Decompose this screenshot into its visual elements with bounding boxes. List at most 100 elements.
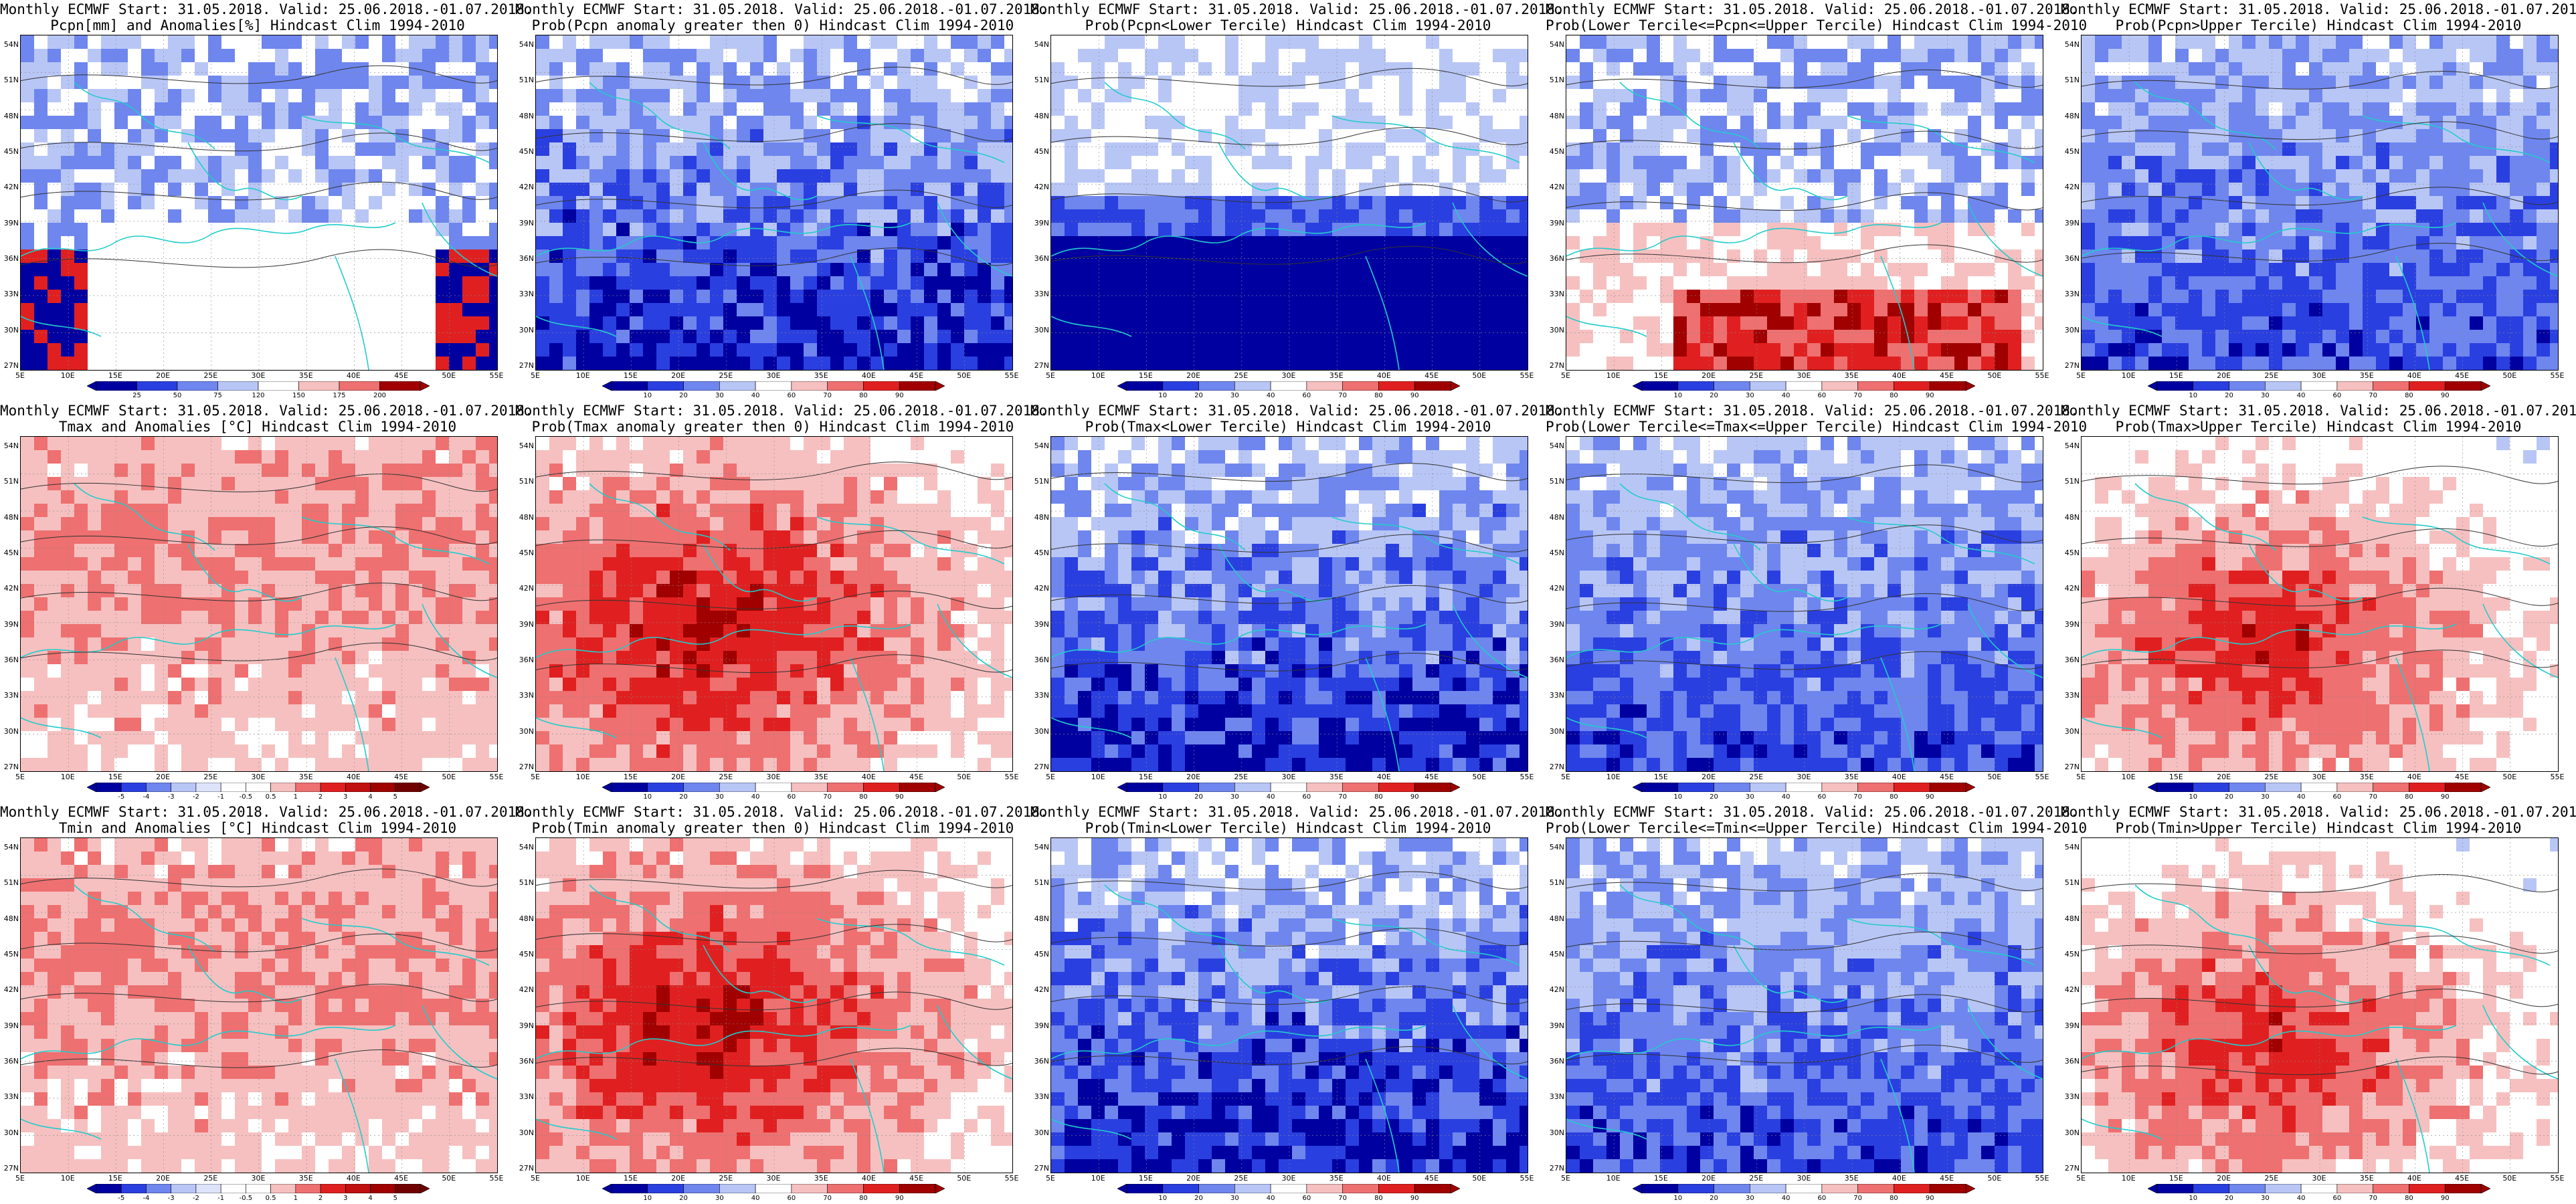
contour-line <box>536 924 1012 943</box>
longitude-label: 50E <box>1987 1174 2002 1183</box>
longitude-label: 50E <box>1472 773 1487 781</box>
coastline-path <box>1051 1118 1132 1140</box>
colorbar-tick-label: 60 <box>1302 793 1311 801</box>
colorbar-swatch <box>96 1184 122 1193</box>
map-panel-tmax-prob-pos: Monthly ECMWF Start: 31.05.2018. Valid: … <box>515 401 1048 803</box>
colorbar-swatch <box>1270 1184 1307 1193</box>
coastline-path <box>1566 222 1942 257</box>
forecast-map <box>1050 837 1528 1173</box>
panel-title-line2: Prob(Tmax anomaly greater then 0) Hindca… <box>531 419 1014 435</box>
longitude-label: 15E <box>1653 773 1668 781</box>
colorbar-tick-label: 10 <box>1673 793 1683 801</box>
longitude-label: 20E <box>2217 773 2231 781</box>
longitude-label: 55E <box>489 1174 504 1183</box>
colorbar-tick-label: 40 <box>2296 793 2306 801</box>
panel-title-line1: Monthly ECMWF Start: 31.05.2018. Valid: … <box>1546 1 2079 17</box>
map-panel-tmin-prob-mid: Monthly ECMWF Start: 31.05.2018. Valid: … <box>1546 803 2087 1204</box>
latitude-label: 36N <box>3 1057 19 1066</box>
panel-title-line1: Monthly ECMWF Start: 31.05.2018. Valid: … <box>1030 804 1564 820</box>
longitude-label: 55E <box>1520 1174 1534 1183</box>
longitude-label: 15E <box>2169 773 2183 781</box>
latitude-label: 36N <box>2064 656 2080 664</box>
coastline-path <box>536 222 911 257</box>
colorbar-tick-label: 70 <box>823 1195 832 1202</box>
colorbar-swatch <box>683 1184 720 1193</box>
latitude-label: 36N <box>1034 254 1049 263</box>
colorbar-swatch <box>96 783 122 792</box>
colorbar-swatch <box>1821 381 1858 391</box>
longitude-label: 45E <box>1940 371 1954 380</box>
latitude-label: 33N <box>519 290 534 299</box>
longitude-label: 25E <box>1749 773 1764 781</box>
longitude-label: 25E <box>1234 773 1249 781</box>
latitude-label: 27N <box>1549 361 1564 370</box>
coastline-path <box>2082 717 2163 738</box>
colorbar-tick-label: 40 <box>2296 392 2306 399</box>
colorbar-swatch <box>345 1184 371 1193</box>
colorbar-swatch <box>1270 783 1307 792</box>
latitude-label: 27N <box>1034 361 1049 370</box>
colorbar-arrow-right <box>1450 1184 1460 1193</box>
panel-title-line2: Prob(Tmin anomaly greater then 0) Hindca… <box>531 820 1014 836</box>
latitude-label: 42N <box>1034 183 1049 192</box>
longitude-label: 55E <box>2035 1174 2049 1183</box>
colorbar-tick-label: 70 <box>1338 392 1348 399</box>
contour-line <box>21 249 497 268</box>
colorbar-swatch <box>246 783 271 792</box>
map-panel-tmax-prob-lower: Monthly ECMWF Start: 31.05.2018. Valid: … <box>1030 401 1564 803</box>
colorbar-tick-label: 70 <box>823 793 832 801</box>
coastline-path <box>74 483 215 551</box>
longitude-label: 45E <box>1424 1174 1439 1183</box>
longitude-label: 5E <box>1561 773 1570 781</box>
colorbar-tick-label: 80 <box>1374 1195 1383 1202</box>
latitude-label: 30N <box>2064 726 2080 736</box>
colorbar-tick-label: 60 <box>1302 392 1311 399</box>
colorbar-swatch <box>647 783 684 792</box>
forecast-map-svg <box>536 437 1012 771</box>
latitude-label: 45N <box>519 147 534 156</box>
colorbar-tick-label: 80 <box>2405 392 2413 399</box>
coastline-path <box>422 1005 497 1080</box>
longitude-label: 45E <box>2455 773 2470 781</box>
coastline-path <box>21 717 102 738</box>
longitude-label: 35E <box>2359 773 2374 781</box>
colorbar-tick-label: 20 <box>1710 392 1718 399</box>
latitude-label: 33N <box>2064 691 2080 700</box>
longitude-label: 25E <box>2264 1174 2279 1183</box>
colorbar-tick-label: 60 <box>2332 392 2342 399</box>
latitude-label: 42N <box>519 183 534 192</box>
longitude-label: 40E <box>861 773 876 781</box>
latitude-label: 54N <box>1034 441 1049 450</box>
colorbar-swatch <box>1750 381 1786 391</box>
panel-title-line1: Monthly ECMWF Start: 31.05.2018. Valid: … <box>515 804 1048 820</box>
colorbar-swatch <box>171 1184 197 1193</box>
latitude-label: 33N <box>519 691 534 700</box>
colorbar <box>1117 783 1460 792</box>
colorbar-swatch <box>2444 1184 2482 1193</box>
latitude-label: 39N <box>2064 218 2080 227</box>
colorbar-swatch <box>2229 381 2266 391</box>
contour-line <box>2082 243 2558 262</box>
colorbar-tick-label: 10 <box>2189 392 2198 399</box>
latitude-label: 27N <box>519 1164 534 1173</box>
latitude-label: 33N <box>2064 1092 2080 1102</box>
colorbar-swatch <box>1162 783 1199 792</box>
panel-title-line1: Monthly ECMWF Start: 31.05.2018. Valid: … <box>2061 804 2576 820</box>
contour-line <box>1566 651 2043 670</box>
colorbar-swatch <box>1198 783 1235 792</box>
panel-title-line1: Monthly ECMWF Start: 31.05.2018. Valid: … <box>0 1 533 17</box>
colorbar-tick-label: 10 <box>643 392 652 399</box>
contour-line <box>536 123 1012 142</box>
longitude-label: 55E <box>2550 1174 2565 1183</box>
longitude-label: 45E <box>1424 371 1439 380</box>
contour-line <box>1566 931 2043 950</box>
longitude-label: 10E <box>575 371 590 380</box>
longitude-label: 20E <box>1186 773 1201 781</box>
latitude-label: 36N <box>1549 1057 1564 1066</box>
colorbar-tick-label: 60 <box>2332 793 2342 801</box>
forecast-map-svg <box>2082 838 2558 1173</box>
latitude-label: 27N <box>3 1164 19 1173</box>
longitude-label: 40E <box>1892 371 1906 380</box>
latitude-label: 51N <box>3 878 19 888</box>
latitude-label: 45N <box>1034 548 1049 557</box>
